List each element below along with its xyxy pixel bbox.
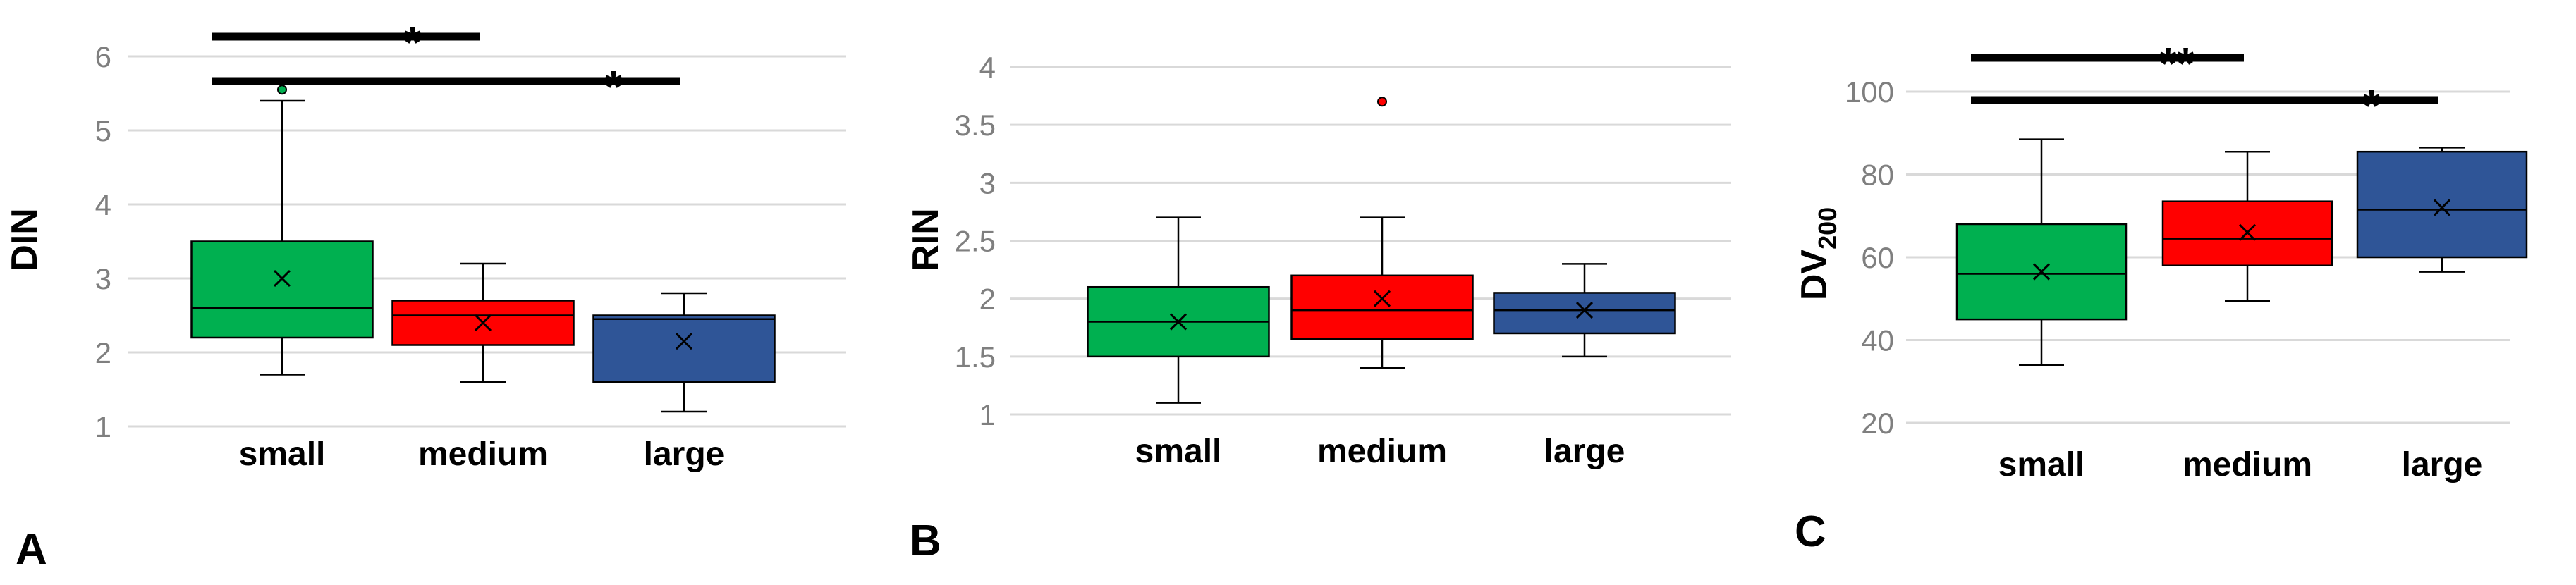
x-category-label: medium (2183, 446, 2312, 484)
panel-label: B (910, 517, 941, 565)
significance-label: * (605, 61, 623, 112)
box-small (1955, 138, 2128, 366)
mean-marker (675, 333, 693, 350)
y-tick-label: 3 (95, 262, 111, 295)
significance-label: * (2363, 80, 2381, 131)
y-tick-label: 4 (979, 51, 996, 84)
y-tick-label: 4 (95, 188, 111, 221)
y-axis-label-subscript: 200 (1813, 207, 1842, 250)
mean-marker (2032, 263, 2051, 281)
y-tick-label: 2 (979, 283, 996, 316)
x-category-label: small (1998, 446, 2085, 484)
mean-marker (273, 269, 291, 288)
y-tick-label: 1.5 (955, 340, 996, 374)
box-small (1087, 216, 1270, 404)
mean-marker (1169, 313, 1188, 331)
y-axis-label-main: RIN (905, 208, 946, 271)
y-tick-label: 60 (1861, 241, 1894, 274)
y-axis-label-main: DV (1794, 250, 1835, 301)
y-tick-label: 2.5 (955, 225, 996, 258)
mean-marker (2433, 199, 2451, 216)
mean-marker (474, 314, 492, 332)
y-tick-label: 2 (95, 336, 111, 369)
panel-label: C (1795, 507, 1826, 556)
y-tick-label: 1 (95, 410, 111, 443)
significance-label: * (404, 17, 422, 68)
outlier-point (1377, 97, 1387, 107)
y-axis-label: RIN (905, 208, 946, 271)
y-tick-label: 6 (95, 40, 111, 73)
x-category-label: small (239, 436, 326, 473)
x-category-label: medium (1317, 433, 1447, 470)
panel-label: A (16, 525, 47, 574)
y-tick-label: 80 (1861, 159, 1894, 192)
y-tick-label: 100 (1845, 75, 1894, 109)
box-medium (391, 262, 575, 383)
x-category-label: large (644, 436, 725, 473)
box-iqr (1290, 274, 1474, 340)
box-large (1493, 263, 1676, 358)
y-axis-label-main: DIN (4, 208, 45, 271)
y-tick-label: 20 (1861, 407, 1894, 440)
x-category-label: small (1135, 433, 1222, 470)
mean-marker (2238, 223, 2257, 241)
mean-marker (1373, 290, 1391, 307)
y-tick-label: 3.5 (955, 109, 996, 142)
box-iqr (2356, 150, 2528, 259)
box-small (190, 85, 374, 376)
panel-b-chart: 1 1.5 2 2.5 3 3.5 4 small medium large RIN B (905, 51, 1731, 565)
y-axis-label: DIN (4, 208, 45, 271)
box-iqr (190, 240, 374, 339)
y-tick-label: 40 (1861, 324, 1894, 357)
significance-label: ** (2159, 38, 2195, 89)
outlier-point (277, 85, 287, 95)
box-iqr (1493, 292, 1676, 335)
y-tick-label: 3 (979, 166, 996, 199)
y-tick-label: 5 (95, 114, 111, 147)
x-category-label: large (2402, 446, 2483, 484)
panel-a-chart: 1 2 3 4 5 6 small medium large * * DIN A (4, 17, 846, 574)
y-axis-label: DV200 (1794, 207, 1842, 300)
box-large (592, 292, 776, 413)
box-medium (1290, 97, 1474, 369)
box-iqr (592, 314, 776, 383)
x-category-label: medium (418, 436, 548, 473)
y-tick-label: 1 (979, 398, 996, 431)
mean-marker (1575, 302, 1594, 319)
x-category-label: large (1544, 433, 1625, 470)
box-medium (2161, 150, 2333, 302)
box-large (2356, 147, 2528, 273)
